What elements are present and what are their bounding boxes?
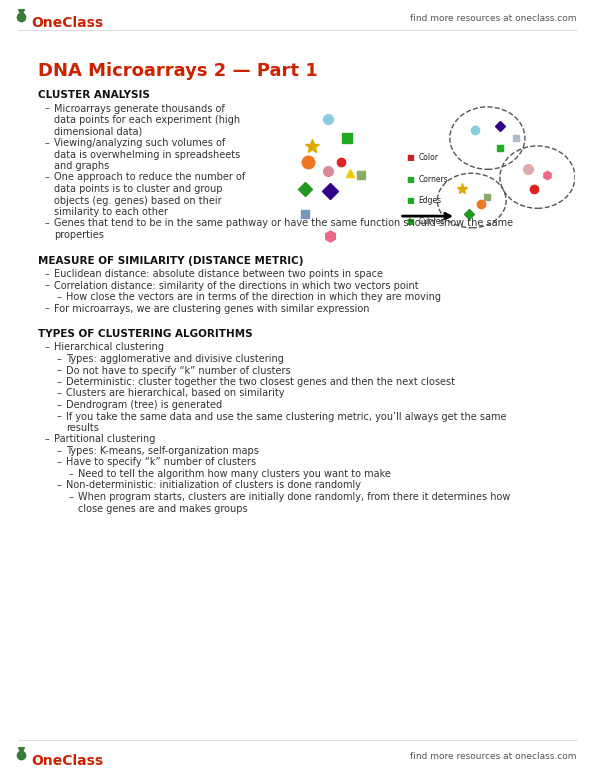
Text: Genes that tend to be in the same pathway or have the same function should show : Genes that tend to be in the same pathwa… <box>54 219 513 229</box>
Text: TYPES OF CLUSTERING ALGORITHMS: TYPES OF CLUSTERING ALGORITHMS <box>38 329 253 339</box>
Text: –: – <box>45 219 50 229</box>
Text: ■: ■ <box>406 196 414 205</box>
Text: –: – <box>69 469 74 479</box>
Text: Non-deterministic: initialization of clusters is done randomly: Non-deterministic: initialization of clu… <box>66 480 361 490</box>
Text: data points is to cluster and group: data points is to cluster and group <box>54 184 223 194</box>
Text: and graphs: and graphs <box>54 161 109 171</box>
Text: DNA Microarrays 2 — Part 1: DNA Microarrays 2 — Part 1 <box>38 62 318 80</box>
Text: When program starts, clusters are initially done randomly, from there it determi: When program starts, clusters are initia… <box>78 492 511 502</box>
Text: –: – <box>45 434 50 444</box>
Text: One approach to reduce the number of: One approach to reduce the number of <box>54 172 245 182</box>
Text: For microarrays, we are clustering genes with similar expression: For microarrays, we are clustering genes… <box>54 303 369 313</box>
Text: –: – <box>57 480 62 490</box>
Text: close genes are and makes groups: close genes are and makes groups <box>78 504 248 514</box>
Text: –: – <box>57 354 62 364</box>
Text: MEASURE OF SIMILARITY (DISTANCE METRIC): MEASURE OF SIMILARITY (DISTANCE METRIC) <box>38 256 303 266</box>
Text: ■: ■ <box>406 153 414 162</box>
Text: How close the vectors are in terms of the direction in which they are moving: How close the vectors are in terms of th… <box>66 292 441 302</box>
Text: properties: properties <box>54 230 104 240</box>
Text: data points for each experiment (high: data points for each experiment (high <box>54 115 240 125</box>
Text: Need to tell the algorithm how many clusters you want to make: Need to tell the algorithm how many clus… <box>78 469 391 479</box>
Text: –: – <box>45 103 50 113</box>
Text: Clusters are hierarchical, based on similarity: Clusters are hierarchical, based on simi… <box>66 389 284 399</box>
Text: OneClass: OneClass <box>31 754 103 768</box>
Text: Dendrogram (tree) is generated: Dendrogram (tree) is generated <box>66 400 222 410</box>
Text: –: – <box>57 292 62 302</box>
Text: –: – <box>57 400 62 410</box>
Text: –: – <box>57 366 62 376</box>
Text: find more resources at oneclass.com: find more resources at oneclass.com <box>411 752 577 761</box>
Text: Types: agglomerative and divisive clustering: Types: agglomerative and divisive cluste… <box>66 354 284 364</box>
Text: data is overwhelming in spreadsheets: data is overwhelming in spreadsheets <box>54 149 240 159</box>
Text: Hierarchical clustering: Hierarchical clustering <box>54 343 164 353</box>
Text: ■: ■ <box>406 217 414 226</box>
Text: –: – <box>45 269 50 279</box>
Text: dimensional data): dimensional data) <box>54 126 142 136</box>
Text: find more resources at oneclass.com: find more resources at oneclass.com <box>411 14 577 23</box>
Text: Partitional clustering: Partitional clustering <box>54 434 155 444</box>
Text: Edges: Edges <box>418 196 441 205</box>
Text: Corners: Corners <box>418 175 448 183</box>
Text: similarity to each other: similarity to each other <box>54 207 168 217</box>
Text: Types: K-means, self-organization maps: Types: K-means, self-organization maps <box>66 446 259 456</box>
Text: –: – <box>45 172 50 182</box>
Text: Correlation distance: similarity of the directions in which two vectors point: Correlation distance: similarity of the … <box>54 280 419 290</box>
Text: results: results <box>66 423 99 433</box>
Text: Do not have to specify “k” number of clusters: Do not have to specify “k” number of clu… <box>66 366 290 376</box>
Text: –: – <box>57 457 62 467</box>
Text: Deterministic: cluster together the two closest genes and then the next closest: Deterministic: cluster together the two … <box>66 377 455 387</box>
Text: –: – <box>69 492 74 502</box>
Text: –: – <box>45 303 50 313</box>
Text: –: – <box>45 343 50 353</box>
Text: CLUSTER ANALYSIS: CLUSTER ANALYSIS <box>38 90 150 100</box>
Text: –: – <box>57 411 62 421</box>
Text: –: – <box>57 377 62 387</box>
Text: Microarrays generate thousands of: Microarrays generate thousands of <box>54 103 225 113</box>
Text: If you take the same data and use the same clustering metric, you’ll always get : If you take the same data and use the sa… <box>66 411 506 421</box>
Text: –: – <box>57 446 62 456</box>
Text: Euclidean distance: absolute distance between two points in space: Euclidean distance: absolute distance be… <box>54 269 383 279</box>
Text: Color: Color <box>418 153 439 162</box>
Text: ■: ■ <box>406 175 414 183</box>
Text: Have to specify “k” number of clusters: Have to specify “k” number of clusters <box>66 457 256 467</box>
Text: Viewing/analyzing such volumes of: Viewing/analyzing such volumes of <box>54 138 226 148</box>
Text: objects (eg. genes) based on their: objects (eg. genes) based on their <box>54 196 221 206</box>
Text: Curves: Curves <box>418 217 445 226</box>
Text: –: – <box>57 389 62 399</box>
Text: –: – <box>45 280 50 290</box>
Text: –: – <box>45 138 50 148</box>
Text: OneClass: OneClass <box>31 15 103 29</box>
